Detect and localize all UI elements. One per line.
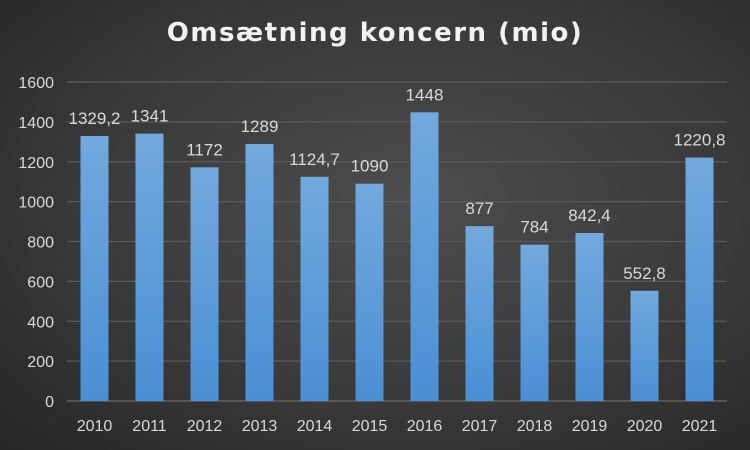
bar <box>80 135 109 401</box>
x-tick-label: 2012 <box>187 418 223 435</box>
x-tick-label: 2013 <box>242 418 278 435</box>
data-label: 552,8 <box>623 264 666 283</box>
data-label: 1220,8 <box>674 131 726 150</box>
bar <box>245 144 274 402</box>
bar <box>520 244 549 401</box>
data-label: 1448 <box>406 85 444 104</box>
chart-title: Omsætning koncern (mio) <box>166 18 584 48</box>
x-tick-label: 2017 <box>462 418 498 435</box>
y-tick-label: 0 <box>45 394 54 411</box>
y-tick-label: 1200 <box>18 155 54 172</box>
x-tick-label: 2014 <box>297 418 333 435</box>
data-label: 1329,2 <box>69 109 121 128</box>
data-label: 1090 <box>351 157 389 176</box>
bar <box>685 157 714 401</box>
y-tick-label: 1600 <box>18 75 54 92</box>
y-tick-label: 600 <box>27 274 54 291</box>
data-label: 842,4 <box>568 206 611 225</box>
x-tick-label: 2016 <box>407 418 443 435</box>
data-label: 1341 <box>131 107 169 126</box>
bar <box>190 167 219 401</box>
data-label: 1124,7 <box>289 150 340 169</box>
x-tick-label: 2011 <box>132 418 167 435</box>
x-tick-label: 2019 <box>572 418 608 435</box>
data-label: 877 <box>465 199 493 218</box>
y-tick-label: 1000 <box>18 195 54 212</box>
x-tick-label: 2018 <box>517 418 553 435</box>
data-label: 1289 <box>241 117 279 136</box>
data-label: 1172 <box>186 140 223 159</box>
bar <box>630 290 659 401</box>
bar <box>410 112 439 402</box>
x-tick-label: 2020 <box>627 418 663 435</box>
data-label: 784 <box>520 218 548 237</box>
y-tick-label: 800 <box>27 235 54 252</box>
bar <box>355 183 384 401</box>
bar <box>575 233 604 401</box>
y-tick-label: 400 <box>27 314 54 331</box>
x-tick-label: 2015 <box>352 418 388 435</box>
y-tick-label: 1400 <box>18 115 54 132</box>
bar <box>135 133 164 401</box>
bar <box>300 176 329 401</box>
bar <box>465 226 494 401</box>
x-tick-label: 2021 <box>682 418 718 435</box>
y-tick-label: 200 <box>27 354 54 371</box>
x-tick-label: 2010 <box>77 418 113 435</box>
